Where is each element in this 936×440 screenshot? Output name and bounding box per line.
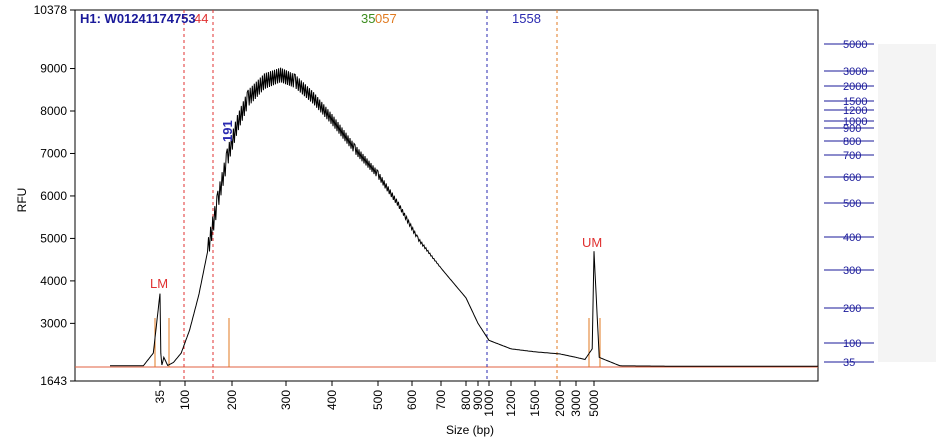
x-tick-label: 1500 [528, 390, 542, 417]
ladder-label: 1500 [843, 96, 867, 108]
ladder-label: 400 [843, 232, 861, 244]
ladder-label: 5000 [843, 39, 867, 51]
x-tick-label: 1200 [504, 390, 518, 417]
y-tick-label: 9000 [40, 62, 67, 76]
sample-id-label: H1: W01241174753 [80, 11, 196, 26]
ladder-label: 35 [843, 357, 855, 369]
x-tick-label: 100 [178, 390, 192, 410]
y-tick-label: 6000 [40, 189, 67, 203]
x-tick-label: 2000 [553, 390, 567, 417]
ladder-label: 900 [843, 123, 861, 135]
ladder-label: 2000 [843, 81, 867, 93]
y-tick-label: 4000 [40, 274, 67, 288]
x-tick-label: 500 [371, 390, 385, 410]
ladder-label: 700 [843, 150, 861, 162]
y-tick-label: 3000 [40, 316, 67, 330]
data-trace-line [110, 67, 818, 367]
ladder-label: 800 [843, 136, 861, 148]
top-number-label: 35 [361, 11, 375, 26]
y-tick-label: 8000 [40, 104, 67, 118]
y-tick-label: 10378 [34, 3, 68, 17]
x-tick-label: 3000 [569, 390, 583, 417]
y-tick-label: 5000 [40, 231, 67, 245]
lower-marker-label: LM [150, 276, 168, 291]
ladder-panel [878, 44, 936, 362]
ladder-label: 1000 [843, 116, 867, 128]
ladder-label: 3000 [843, 66, 867, 78]
ladder-label: 300 [843, 265, 861, 277]
region-marker-label: 44 [194, 11, 208, 26]
ladder-label: 600 [843, 172, 861, 184]
x-tick-label: 35 [153, 390, 167, 404]
ladder-label: 200 [843, 303, 861, 315]
x-tick-label: 5000 [587, 390, 601, 417]
x-tick-label: 700 [434, 390, 448, 410]
ladder-label: 1200 [843, 105, 867, 117]
x-tick-label: 1000 [482, 390, 496, 417]
x-tick-label: 900 [471, 390, 485, 410]
peak-size-label: 191 [220, 120, 235, 142]
x-tick-label: 400 [325, 390, 339, 410]
ladder-label: 100 [843, 338, 861, 350]
upper-marker-label: UM [582, 235, 602, 250]
y-tick-label: 7000 [40, 146, 67, 160]
region-marker-label: 1558 [512, 11, 541, 26]
x-tick-label: 800 [459, 390, 473, 410]
x-tick-label: 600 [405, 390, 419, 410]
x-tick-label: 200 [225, 390, 239, 410]
top-number-label: 057 [375, 11, 397, 26]
x-axis-label: Size (bp) [446, 423, 494, 437]
plot-frame [74, 9, 819, 382]
y-axis-label: RFU [15, 188, 29, 213]
y-tick-label: 1643 [40, 374, 67, 388]
ladder-label: 500 [843, 198, 861, 210]
x-tick-label: 300 [279, 390, 293, 410]
